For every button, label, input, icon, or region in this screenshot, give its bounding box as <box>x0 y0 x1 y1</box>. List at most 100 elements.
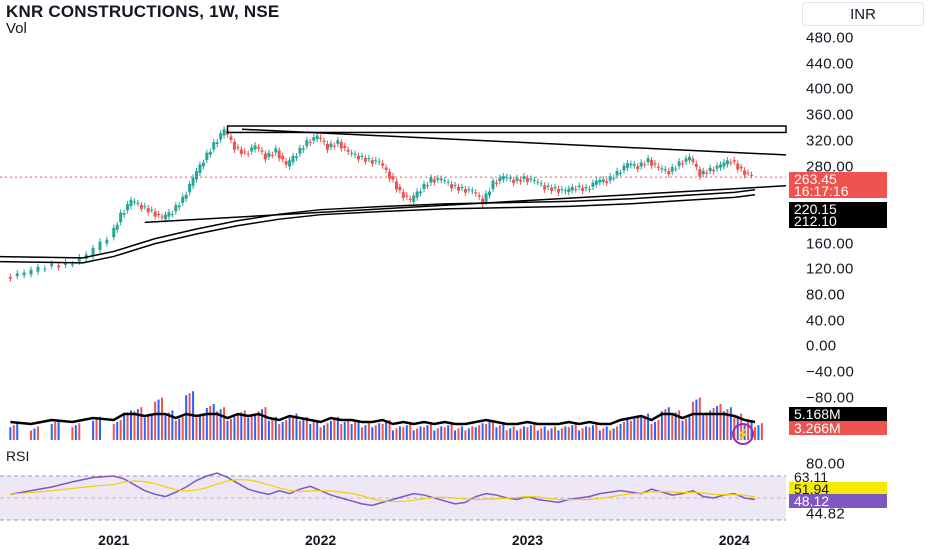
candle-body <box>719 164 722 168</box>
price-label-badge: 16:17:16 <box>789 184 887 198</box>
currency-button[interactable]: INR <box>802 2 924 26</box>
volume-bar <box>288 417 291 440</box>
candle-body <box>260 150 264 152</box>
candle-body <box>594 180 598 185</box>
candle-body <box>57 265 61 268</box>
candle-body <box>705 172 709 174</box>
volume-bar <box>305 416 308 440</box>
volume-bar <box>705 412 708 440</box>
candle-body <box>422 183 426 189</box>
candle-body <box>708 167 712 172</box>
volume-bar <box>133 411 136 440</box>
volume-bar <box>381 424 384 440</box>
volume-bar <box>92 420 95 440</box>
volume-bar <box>526 427 529 440</box>
volume-bar <box>405 425 408 440</box>
volume-bar <box>447 425 450 440</box>
candle-body <box>250 147 254 152</box>
candle-body <box>712 169 716 172</box>
volume-bar <box>557 430 560 440</box>
volume-bar <box>547 430 550 440</box>
volume-bar <box>278 424 281 440</box>
candle-body <box>546 185 550 188</box>
volume-bar <box>326 423 329 440</box>
volume-bar <box>395 428 398 440</box>
candle-body <box>467 189 471 191</box>
lightning-icon[interactable]: ⚡ <box>732 423 754 445</box>
candle-body <box>267 152 271 157</box>
candle-body <box>191 177 195 186</box>
candle-body <box>22 272 26 276</box>
volume-bar <box>267 420 270 440</box>
candle-body <box>643 164 647 166</box>
volume-ma-line <box>10 412 756 426</box>
candle-body <box>436 178 440 180</box>
volume-bar <box>371 427 374 440</box>
candle-body <box>215 142 219 145</box>
volume-bar <box>164 414 167 440</box>
volume-bar <box>388 420 391 440</box>
chart-title: KNR CONSTRUCTIONS, 1W, NSE <box>6 2 280 21</box>
volume-bar <box>564 426 567 440</box>
upper-trendline <box>241 128 787 156</box>
volume-bar <box>647 413 650 440</box>
volume-bar <box>147 415 150 440</box>
volume-bar <box>98 416 101 440</box>
candle-body <box>519 179 523 182</box>
candle-body <box>470 190 474 192</box>
volume-bar <box>161 397 164 440</box>
volume-bar <box>726 409 729 440</box>
price-tick-label: 360.00 <box>806 106 854 124</box>
candle-body <box>605 181 609 184</box>
volume-bar <box>223 407 226 440</box>
volume-label: Vol <box>6 20 27 37</box>
volume-bar <box>33 428 36 440</box>
volume-bar <box>364 425 367 440</box>
volume-bar <box>329 420 332 440</box>
candle-body <box>388 171 392 179</box>
candle-body <box>674 168 678 170</box>
candle-body <box>277 150 281 159</box>
candle-body <box>91 248 95 257</box>
candle-body <box>725 160 729 165</box>
candle-body <box>622 165 626 171</box>
resistance-zone <box>226 125 787 134</box>
candle-body <box>181 196 185 203</box>
candle-body <box>601 179 605 182</box>
candle-body <box>360 156 364 158</box>
candle-body <box>353 153 357 155</box>
volume-bar <box>433 430 436 440</box>
volume-bar <box>354 422 357 440</box>
volume-bar <box>350 424 353 440</box>
volume-bar <box>709 410 712 440</box>
candle-body <box>222 129 226 136</box>
candle-body <box>246 153 250 155</box>
volume-bar <box>126 412 129 440</box>
volume-bar <box>57 420 60 440</box>
candle-body <box>274 148 278 153</box>
volume-bar <box>629 420 632 440</box>
candle-body <box>357 155 361 160</box>
candle-body <box>584 187 588 189</box>
volume-bar <box>598 430 601 440</box>
volume-bar <box>485 424 488 440</box>
volume-bar <box>71 427 74 440</box>
candle-body <box>539 183 543 185</box>
volume-bar <box>688 416 691 440</box>
candle-body <box>105 239 109 244</box>
candle-body <box>660 168 664 170</box>
volume-bar <box>588 427 591 440</box>
candle-body <box>598 179 602 183</box>
volume-bar <box>650 424 653 440</box>
candle-body <box>167 212 171 217</box>
volume-bar <box>195 417 198 440</box>
candle-body <box>701 170 705 175</box>
candle-body <box>567 188 571 193</box>
candle-body <box>305 140 309 146</box>
candle-body <box>377 161 381 163</box>
price-tick-label: 320.00 <box>806 132 854 150</box>
candle-body <box>639 162 643 167</box>
candle-body <box>370 160 374 164</box>
candle-body <box>174 205 178 212</box>
